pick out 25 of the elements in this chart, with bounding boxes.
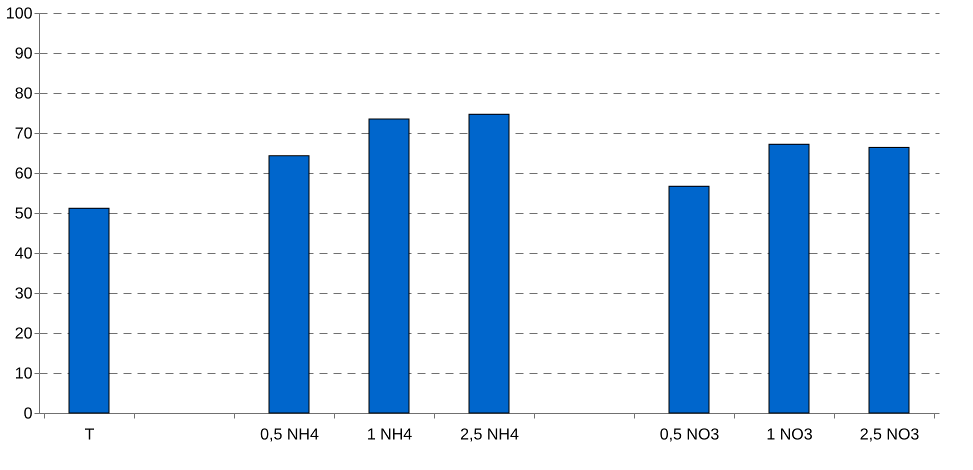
x-tick-label: 2,5 NH4 [460,426,519,444]
y-tick-label: 90 [14,46,33,62]
bar [368,118,410,414]
y-tick-label: 60 [14,166,33,182]
bar [768,144,810,414]
y-tick-label: 50 [14,206,33,222]
y-tick-label: 80 [14,86,33,102]
y-tick-label: 0 [24,406,33,422]
y-tick-label: 30 [14,286,33,302]
bar [468,114,510,414]
x-tick-label: 2,5 NO3 [860,426,920,444]
x-tick-label: 1 NO3 [766,426,813,444]
bar [68,208,110,414]
x-tick-label: T [84,426,95,444]
y-tick-label: 70 [14,126,33,142]
y-tick-label: 20 [14,326,33,342]
x-tick-label: 1 NH4 [366,426,412,444]
x-tick-label: 0,5 NO3 [660,426,720,444]
x-tick-label: 0,5 NH4 [260,426,319,444]
bar [268,155,310,414]
bar [668,186,710,414]
bar [868,146,910,414]
y-tick-label: 100 [6,6,33,22]
y-tick-label: 40 [14,246,33,262]
y-tick-label: 10 [14,366,33,382]
